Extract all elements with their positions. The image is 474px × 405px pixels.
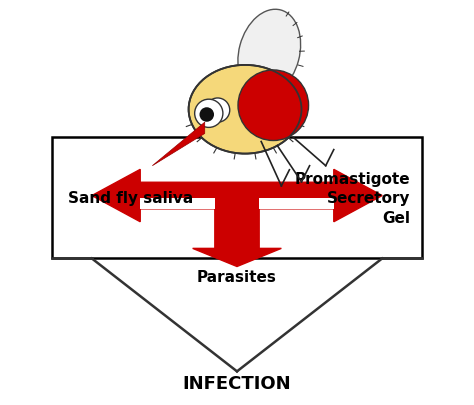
Text: Promastigote
Secretory
Gel: Promastigote Secretory Gel: [295, 171, 410, 226]
Circle shape: [206, 99, 230, 123]
Polygon shape: [92, 170, 382, 267]
Circle shape: [195, 100, 223, 128]
Polygon shape: [259, 198, 334, 209]
Bar: [52, 138, 422, 259]
Ellipse shape: [238, 10, 301, 97]
Polygon shape: [152, 123, 205, 166]
Text: INFECTION: INFECTION: [182, 373, 292, 392]
Ellipse shape: [238, 71, 309, 141]
Polygon shape: [140, 198, 215, 209]
Ellipse shape: [189, 66, 301, 154]
Circle shape: [200, 108, 214, 122]
Text: Sand fly saliva: Sand fly saliva: [68, 191, 193, 206]
Text: Parasites: Parasites: [197, 269, 277, 284]
